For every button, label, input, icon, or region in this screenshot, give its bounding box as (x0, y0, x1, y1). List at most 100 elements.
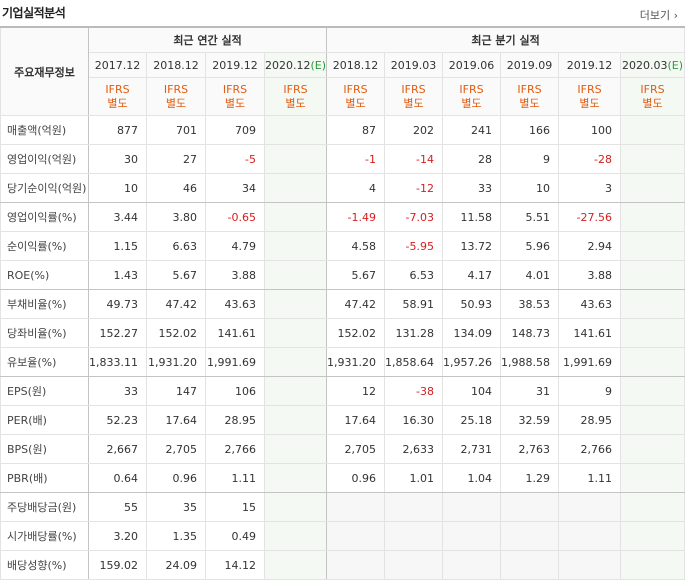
period: 2017.12 (94, 58, 141, 72)
empty-cell (384, 492, 444, 522)
period-header: 2018.12 (146, 52, 206, 78)
statement-basis: 별도 (461, 96, 482, 110)
value-cell: 166 (500, 115, 560, 145)
value-cell: 159.02 (88, 550, 147, 580)
empty-cell (442, 492, 502, 522)
value-cell: 43.63 (205, 289, 265, 319)
standard-header: IFRS 별도 (88, 77, 147, 116)
empty-cell (620, 173, 686, 203)
empty-cell (263, 173, 328, 203)
value-cell: 877 (88, 115, 147, 145)
value-cell: 1.29 (500, 463, 560, 493)
value-cell: 0.49 (205, 521, 265, 551)
empty-cell (500, 492, 560, 522)
empty-cell (326, 521, 386, 551)
empty-cell (326, 550, 386, 580)
standard-header: IFRS 별도 (205, 77, 265, 116)
statement-basis: 별도 (345, 96, 366, 110)
value-cell: 17.64 (326, 405, 386, 435)
value-cell: 3.88 (558, 260, 622, 290)
row-label: BPS(원) (0, 434, 89, 464)
value-cell: 58.91 (384, 289, 444, 319)
value-cell: 241 (442, 115, 502, 145)
value-cell: 1.11 (205, 463, 265, 493)
value-cell: 50.93 (442, 289, 502, 319)
more-link[interactable]: 더보기 (640, 7, 678, 23)
value-cell: 104 (442, 376, 502, 406)
empty-cell (558, 521, 622, 551)
value-cell: 2,766 (205, 434, 265, 464)
standard-header: IFRS 별도 (500, 77, 560, 116)
period-header: 2019.03 (384, 52, 444, 78)
row-label: 영업이익(억원) (0, 144, 89, 174)
period: 2019.06 (448, 58, 495, 72)
empty-cell (263, 260, 328, 290)
value-cell: 1,988.58 (500, 347, 560, 377)
empty-cell (620, 463, 686, 493)
value-cell: 2,667 (88, 434, 147, 464)
value-cell: 46 (146, 173, 206, 203)
empty-cell (263, 434, 328, 464)
empty-cell (500, 521, 560, 551)
value-cell: 5.67 (146, 260, 206, 290)
empty-cell (263, 289, 328, 319)
value-cell: 28 (442, 144, 502, 174)
value-cell: 4.79 (205, 231, 265, 261)
value-cell: 28.95 (558, 405, 622, 435)
statement-basis: 별도 (579, 96, 600, 110)
empty-cell (263, 318, 328, 348)
value-cell: 709 (205, 115, 265, 145)
data-row: EPS(원) 33 147 106 12 -38 104 31 9 (0, 376, 686, 406)
period: 2018.12 (153, 58, 199, 72)
value-cell: 202 (384, 115, 444, 145)
empty-cell (620, 318, 686, 348)
empty-cell (620, 434, 686, 464)
period: 2020.12 (265, 58, 311, 72)
value-cell: 55 (88, 492, 147, 522)
value-cell: 6.63 (146, 231, 206, 261)
header-row: IFRS 별도 IFRS 별도 IFRS 별도 IFRS 별도 IFRS 별도 IFRS 별도 IFRS… (1, 77, 686, 116)
value-cell: 3.80 (146, 202, 206, 232)
data-row: 부채비율(%) 49.73 47.42 43.63 47.42 58.91 50.93 38.… (0, 289, 686, 319)
empty-cell (620, 405, 686, 435)
empty-cell (620, 550, 686, 580)
empty-cell (384, 550, 444, 580)
standard-header: IFRS 별도 (620, 77, 686, 116)
period-header: 2019.06 (442, 52, 502, 78)
empty-cell (620, 289, 686, 319)
data-row: BPS(원) 2,667 2,705 2,766 2,705 2,633 2,731 2,76… (0, 434, 686, 464)
empty-cell (500, 550, 560, 580)
value-cell: 25.18 (442, 405, 502, 435)
row-label: EPS(원) (0, 376, 89, 406)
empty-cell (558, 492, 622, 522)
value-cell: 0.64 (88, 463, 147, 493)
period: 2019.12 (212, 58, 258, 72)
row-label: PER(배) (0, 405, 89, 435)
value-cell: 1.35 (146, 521, 206, 551)
value-cell: 1.04 (442, 463, 502, 493)
value-cell: 5.51 (500, 202, 560, 232)
empty-cell (263, 463, 328, 493)
value-cell: 28.95 (205, 405, 265, 435)
empty-cell (263, 550, 328, 580)
standard-header: IFRS 별도 (558, 77, 622, 116)
value-cell: 2,705 (326, 434, 386, 464)
value-cell: 27 (146, 144, 206, 174)
row-label: PBR(배) (0, 463, 89, 493)
value-cell: 1.11 (558, 463, 622, 493)
empty-cell (620, 202, 686, 232)
value-cell: 33 (88, 376, 147, 406)
accounting-standard: IFRS (343, 82, 368, 96)
value-cell: -5 (205, 144, 265, 174)
value-cell: 106 (205, 376, 265, 406)
value-cell: 6.53 (384, 260, 444, 290)
standard-header: IFRS 별도 (263, 77, 328, 116)
statement-basis: 별도 (165, 96, 187, 110)
statement-basis: 별도 (519, 96, 540, 110)
value-cell: 4 (326, 173, 386, 203)
value-cell: -38 (384, 376, 444, 406)
data-row: PBR(배) 0.64 0.96 1.11 0.96 1.01 1.04 1.29 1.11 (0, 463, 686, 493)
data-row: PER(배) 52.23 17.64 28.95 17.64 16.30 25.18 32.5… (0, 405, 686, 435)
statement-basis: 별도 (107, 96, 128, 110)
group-header: 최근 연간 실적 (87, 26, 328, 53)
